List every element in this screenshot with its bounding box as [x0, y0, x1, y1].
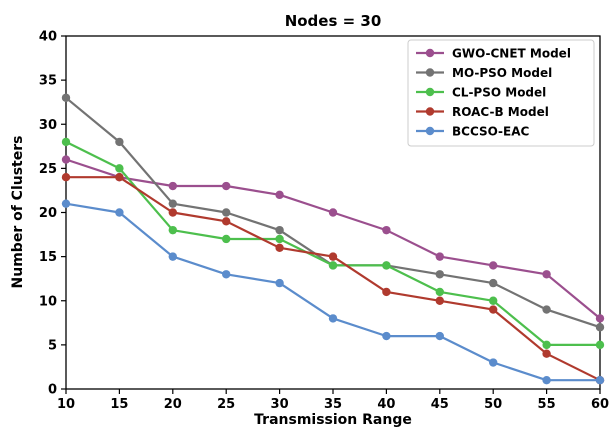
series-layer	[61, 93, 605, 385]
data-point	[275, 225, 284, 235]
data-point	[382, 261, 391, 270]
x-tick-label: 15	[110, 397, 128, 412]
data-point	[115, 164, 124, 173]
x-tick-label: 45	[431, 397, 449, 412]
data-point	[382, 225, 391, 235]
data-point	[222, 181, 231, 191]
data-point	[61, 199, 71, 208]
data-point	[489, 305, 498, 314]
x-tick-label: 30	[271, 397, 289, 412]
x-tick-label: 35	[324, 397, 342, 412]
y-axis-label: Number of Clusters	[10, 136, 26, 289]
data-point	[168, 181, 177, 191]
y-tick-label: 0	[48, 383, 57, 398]
data-point	[542, 349, 551, 358]
data-point	[168, 225, 177, 235]
series-cl-pso-model	[61, 137, 605, 350]
legend-box	[407, 39, 595, 147]
x-tick-label: 55	[538, 397, 556, 412]
data-point	[168, 252, 177, 261]
data-point	[435, 252, 444, 261]
data-point	[489, 296, 498, 305]
data-point	[61, 93, 71, 102]
data-point	[115, 173, 124, 182]
data-point	[382, 287, 391, 297]
data-point	[435, 270, 444, 279]
data-point	[328, 314, 338, 323]
data-point	[328, 208, 338, 217]
y-tick-label: 25	[39, 162, 57, 177]
legend-label: GWO-CNET Model	[452, 47, 571, 61]
y-tick-label: 30	[39, 118, 57, 133]
data-point	[489, 358, 498, 367]
x-tick-label: 50	[484, 397, 502, 412]
data-point	[61, 137, 71, 147]
data-point	[222, 234, 231, 244]
legend-item: BCCSO-EAC	[416, 125, 530, 139]
data-point	[275, 234, 284, 244]
y-tick-label: 35	[39, 74, 57, 89]
data-point	[61, 173, 71, 182]
legend-marker	[425, 107, 435, 116]
data-point	[435, 287, 444, 297]
data-point	[275, 190, 284, 200]
data-point	[595, 340, 605, 350]
data-point	[168, 199, 177, 208]
legend-item: CL-PSO Model	[416, 86, 546, 100]
x-tick-label: 60	[591, 397, 609, 412]
series-bccso-eac	[61, 199, 605, 385]
legend-marker	[425, 126, 435, 136]
data-point	[595, 314, 605, 323]
y-tick-label: 15	[39, 250, 57, 265]
y-tick-label: 10	[39, 294, 57, 309]
data-point	[115, 208, 124, 217]
legend-label: CL-PSO Model	[452, 86, 546, 100]
data-point	[275, 243, 284, 252]
legend-label: ROAC-B Model	[452, 105, 549, 119]
data-point	[328, 252, 338, 261]
data-point	[222, 208, 231, 217]
data-point	[382, 331, 391, 341]
data-point	[595, 375, 605, 385]
legend-marker	[425, 87, 435, 97]
legend-item: MO-PSO Model	[416, 66, 552, 80]
legend-item: GWO-CNET Model	[416, 47, 571, 61]
data-point	[275, 278, 284, 288]
x-tick-label: 40	[377, 397, 395, 412]
data-point	[328, 261, 338, 270]
data-point	[542, 340, 551, 350]
data-point	[542, 305, 551, 314]
data-point	[115, 137, 124, 147]
data-point	[222, 217, 231, 226]
legend-label: MO-PSO Model	[452, 66, 552, 80]
axes: 10 15 20 25 30 35 40 45 50 55 60 0 5 10 15 20 25 30 35 40	[39, 30, 609, 413]
legend: GWO-CNET Model MO-PSO Model CL-PSO Model RO…	[407, 39, 595, 147]
chart-title: Nodes = 30	[285, 12, 382, 30]
data-point	[435, 331, 444, 341]
series-roac-b-model	[61, 173, 605, 385]
legend-marker	[425, 48, 435, 58]
legend-label: BCCSO-EAC	[452, 125, 530, 139]
data-point	[542, 270, 551, 279]
x-tick-label: 10	[57, 397, 75, 412]
legend-item: ROAC-B Model	[416, 105, 549, 119]
y-tick-label: 5	[48, 338, 57, 353]
x-tick-label: 20	[164, 397, 182, 412]
data-point	[222, 270, 231, 279]
x-tick-label: 25	[217, 397, 235, 412]
x-axis-label: Transmission Range	[254, 412, 412, 428]
y-tick-label: 40	[39, 30, 57, 45]
legend-marker	[425, 68, 435, 77]
data-point	[489, 261, 498, 270]
data-point	[595, 323, 605, 332]
data-point	[435, 296, 444, 305]
data-point	[168, 208, 177, 217]
data-point	[489, 278, 498, 288]
data-point	[542, 375, 551, 385]
data-point	[61, 155, 71, 164]
y-tick-label: 20	[39, 206, 57, 221]
